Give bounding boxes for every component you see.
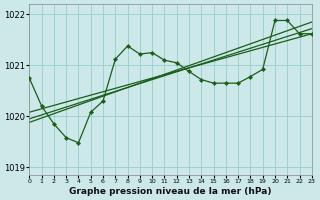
X-axis label: Graphe pression niveau de la mer (hPa): Graphe pression niveau de la mer (hPa) [69, 187, 272, 196]
